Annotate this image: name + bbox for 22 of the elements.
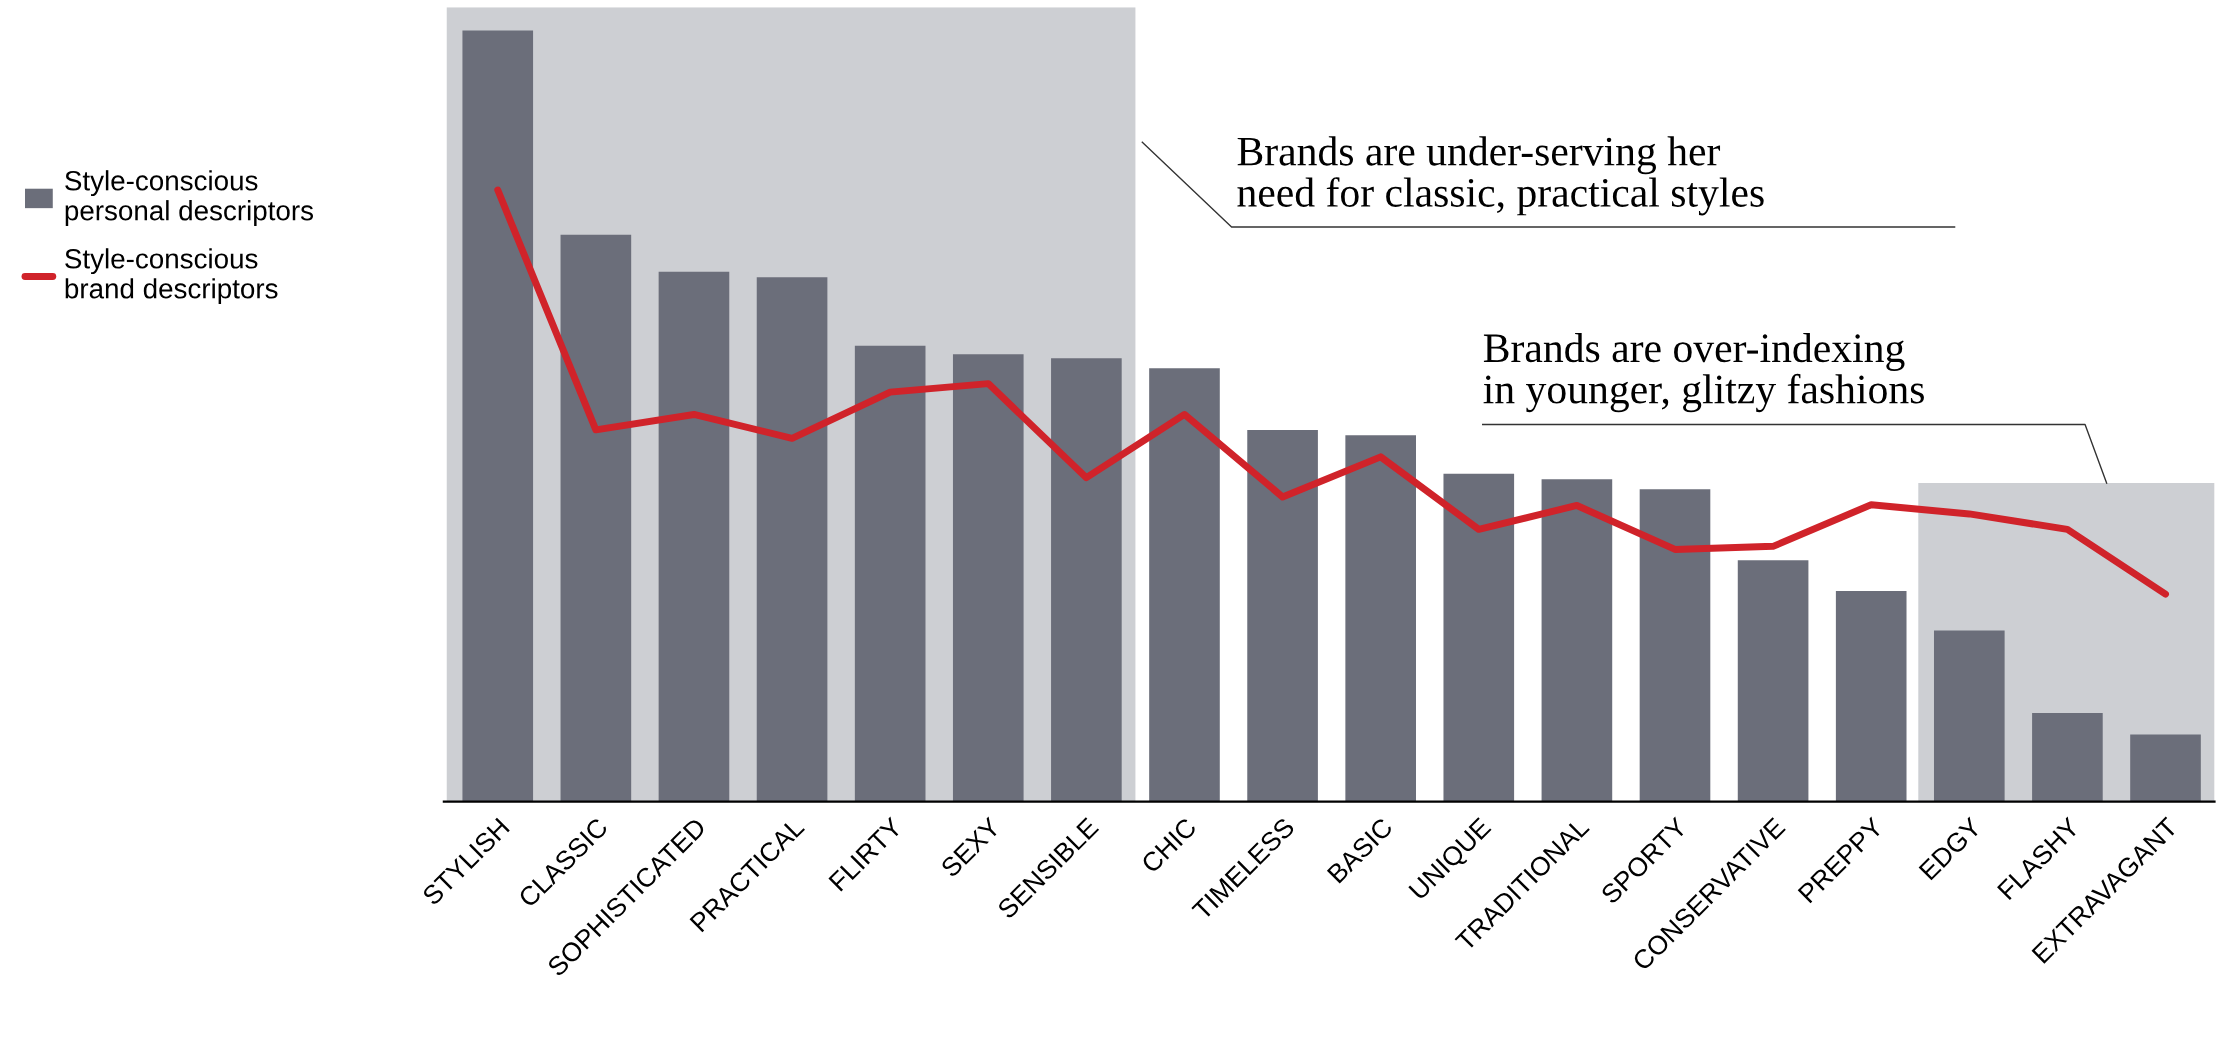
bar — [1541, 479, 1613, 802]
band-label: Brands are under-serving her need for classic, practical styles — [1237, 136, 1764, 216]
bar — [1149, 368, 1220, 802]
legend-label: Style-conscious personal descriptors — [65, 170, 314, 226]
bar — [1443, 473, 1515, 802]
bar — [1247, 429, 1318, 802]
bar — [1933, 630, 2005, 802]
bar — [462, 30, 534, 802]
bar — [952, 354, 1024, 802]
band-label: Brands are over-indexing in younger, glitzy fashions — [1483, 332, 1924, 413]
bar — [1639, 489, 1711, 802]
bar — [1051, 358, 1122, 802]
bar — [756, 277, 828, 802]
bar — [1345, 435, 1416, 802]
bar — [1737, 560, 1809, 802]
bar — [560, 234, 632, 802]
bar — [1835, 591, 1907, 802]
bar — [2032, 712, 2103, 802]
bar — [854, 345, 926, 802]
bar — [658, 271, 730, 802]
bar — [2130, 734, 2201, 802]
legend-label: Style-conscious brand descriptors — [65, 248, 278, 305]
